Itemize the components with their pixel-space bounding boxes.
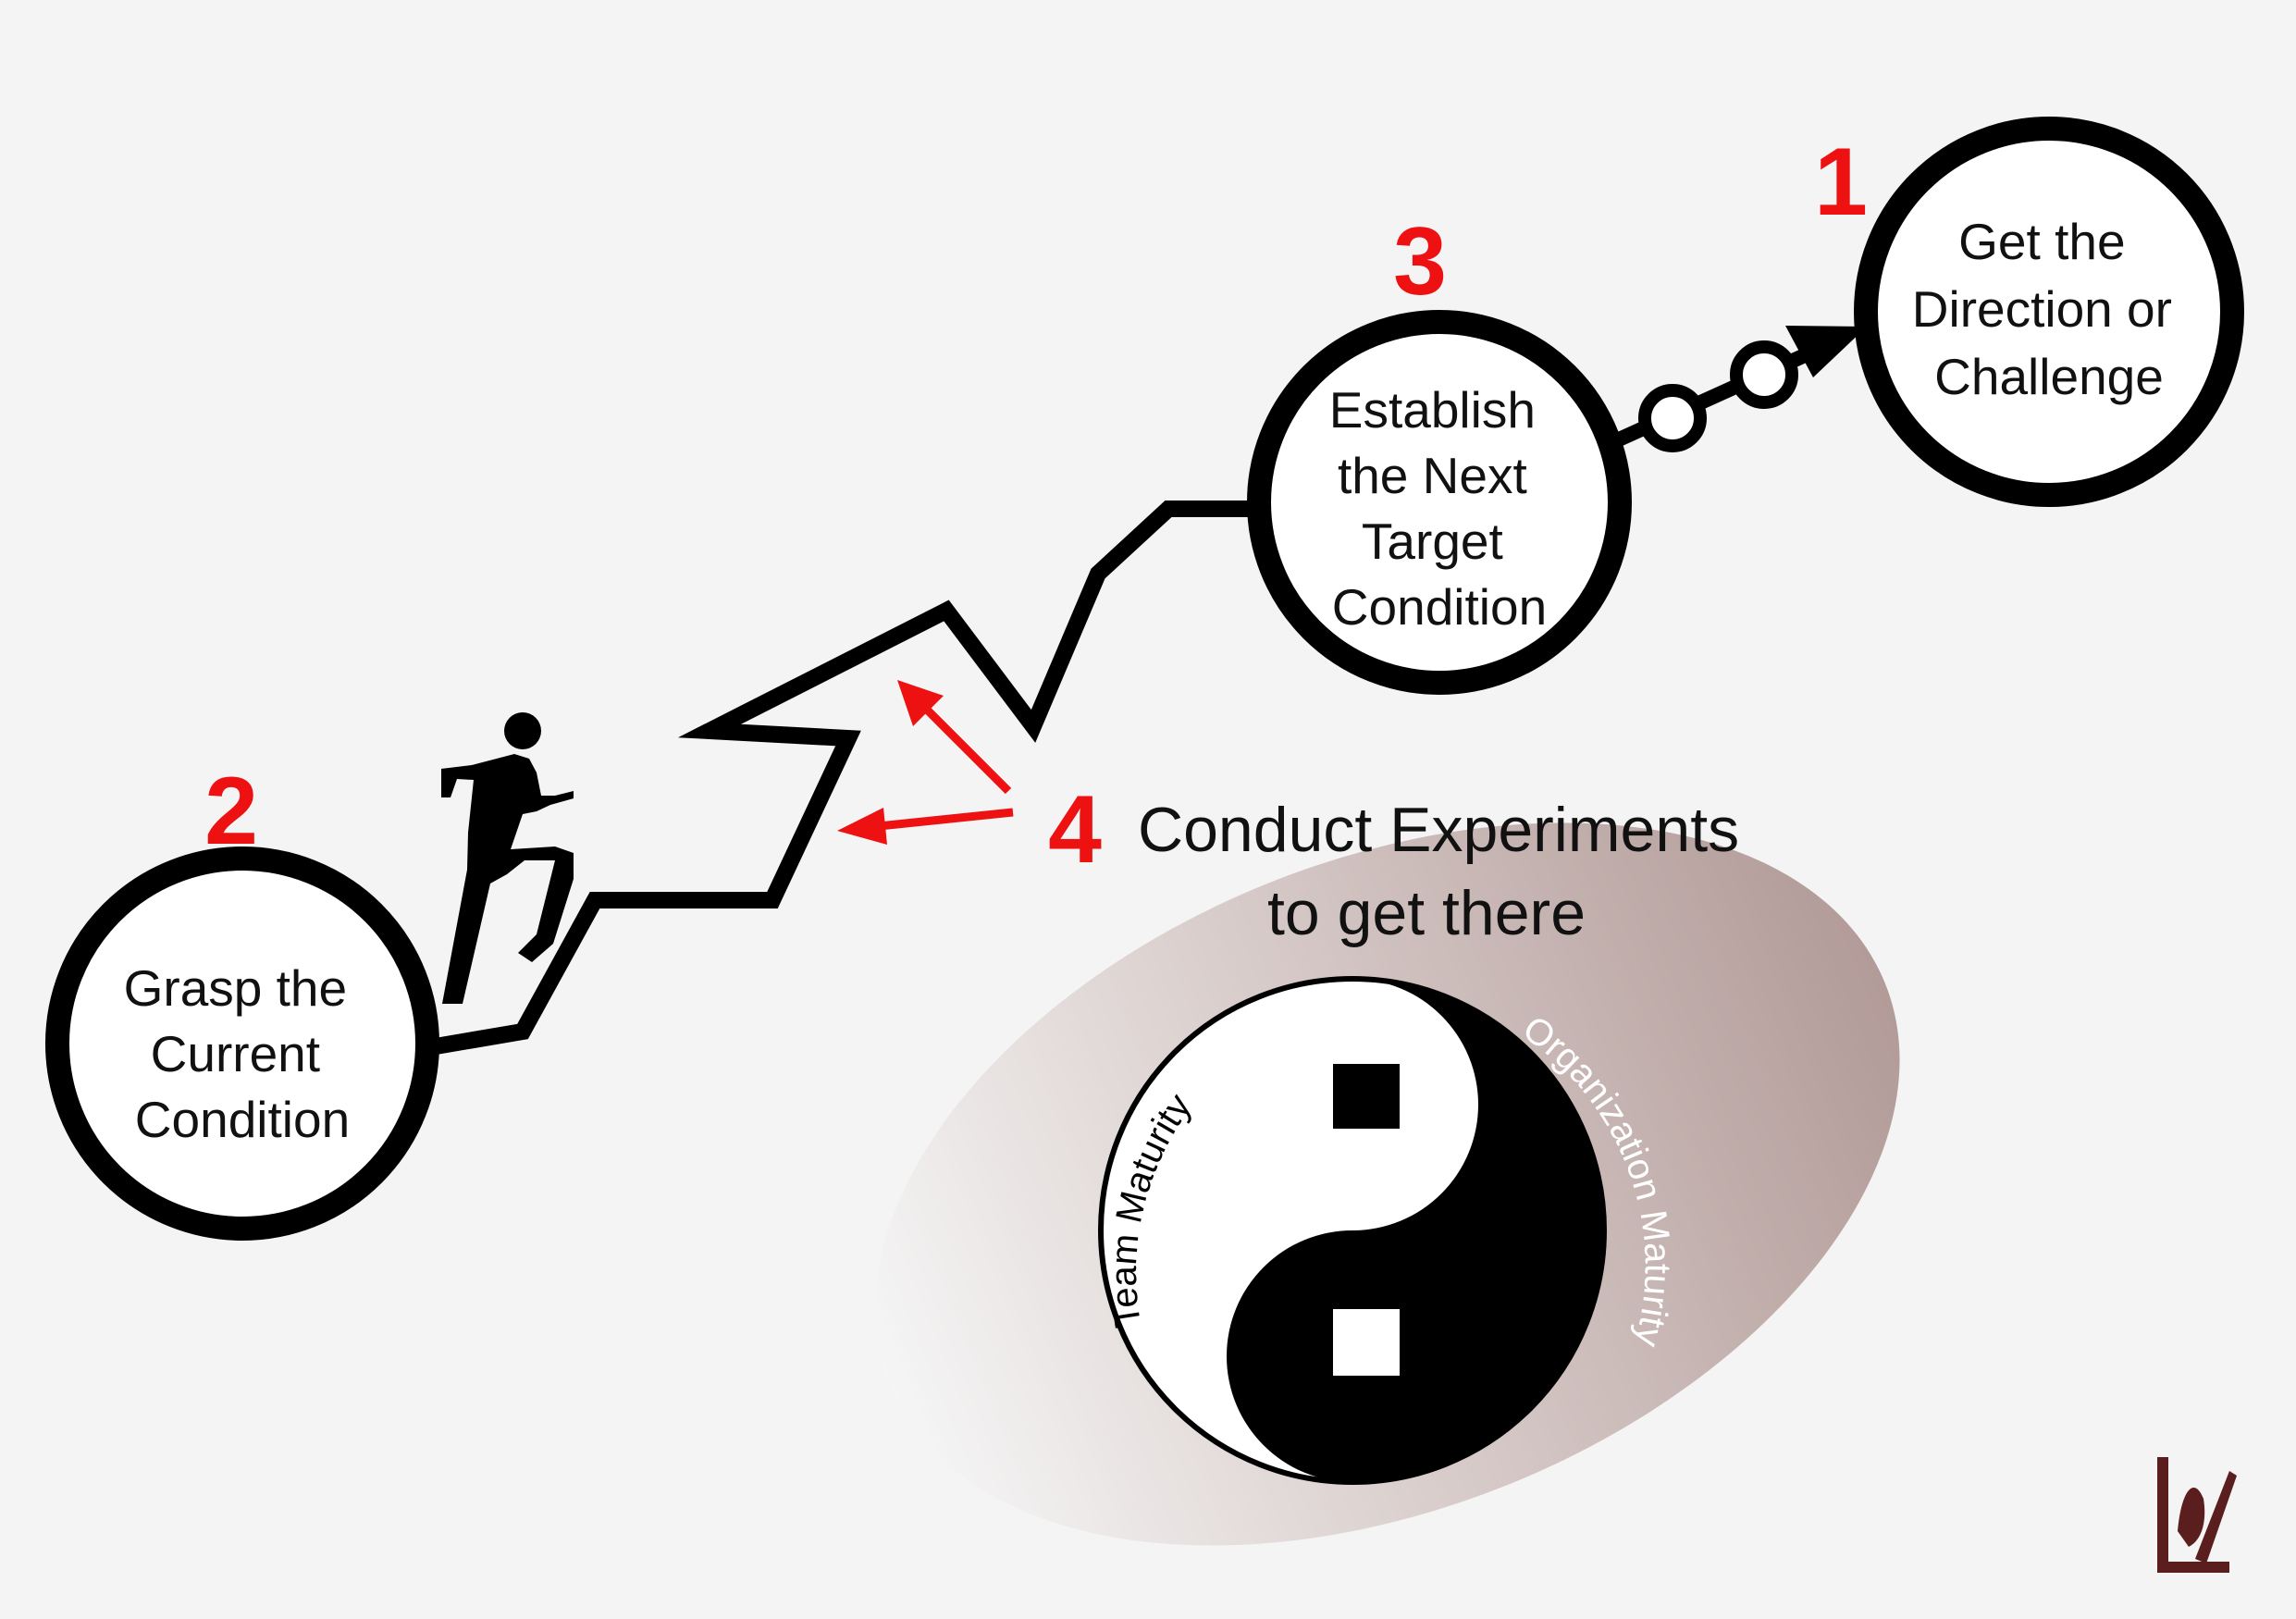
step-circle-target (1247, 310, 1632, 695)
target-line-1: Establish (1329, 381, 1536, 439)
step-number-grasp: 2 (204, 758, 258, 865)
direction-line-3: Challenge (1934, 348, 2164, 405)
yang-square (1333, 1309, 1400, 1376)
experiments-subtitle: to get there (1267, 878, 1586, 948)
walking-person-icon (441, 712, 574, 1004)
experiment-arrow-lower (837, 808, 1014, 845)
step-circle-direction (1854, 117, 2244, 507)
step-text-target: Establish the Next Target Condition (1329, 381, 1549, 636)
experiment-arrow-upper (897, 680, 1012, 795)
target-line-2: the Next (1338, 447, 1527, 504)
step-text-grasp: Grasp the Current Condition (124, 959, 362, 1148)
grasp-line-3: Condition (135, 1091, 350, 1148)
grasp-line-1: Grasp the (124, 959, 348, 1017)
target-line-3: Target (1362, 513, 1503, 570)
staircase-path (428, 501, 1249, 1056)
connector-arrowhead (1785, 326, 1867, 377)
grasp-line-2: Current (151, 1025, 320, 1082)
experiments-title: Conduct Experiments (1138, 795, 1739, 865)
connector-node-1 (1638, 384, 1707, 452)
direction-line-1: Get the (1958, 213, 2125, 270)
connector-node-2 (1730, 340, 1798, 409)
brand-logo-icon (2157, 1457, 2237, 1573)
yin-square (1333, 1064, 1400, 1129)
step-text-direction: Get the Direction or Challenge (1912, 213, 2187, 405)
step-circle-grasp (45, 847, 439, 1241)
experiments-number: 4 (1048, 776, 1102, 884)
step-number-target: 3 (1393, 208, 1447, 315)
target-line-4: Condition (1332, 578, 1547, 636)
yin-yang-symbol: Team Maturity Organization Maturity (1098, 976, 1678, 1485)
direction-line-2: Direction or (1912, 280, 2172, 338)
step-number-direction: 1 (1814, 129, 1868, 236)
